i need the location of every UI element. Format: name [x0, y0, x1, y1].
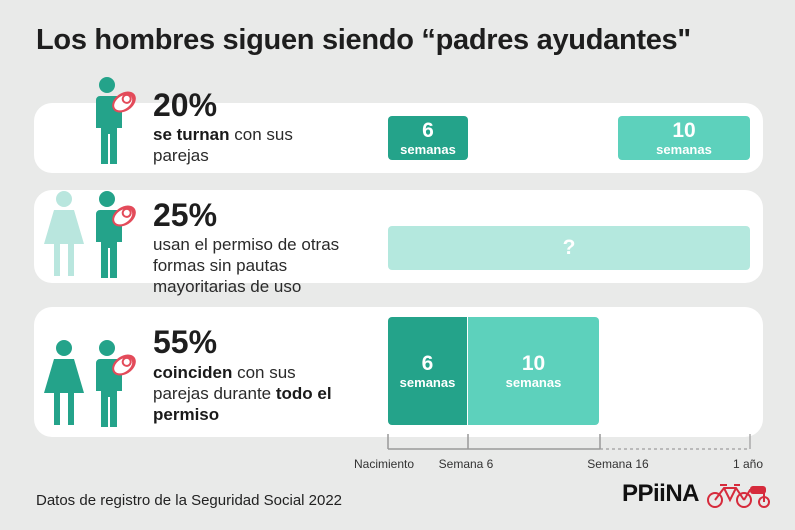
bar-unit: semanas [400, 141, 456, 157]
bar-number: ? [562, 236, 576, 259]
timeline-label-semana-16: Semana 16 [587, 457, 649, 471]
page-title: Los hombres siguen siendo “padres ayudan… [36, 24, 691, 56]
tandem-bike-icon [707, 484, 770, 508]
row-description: coinciden con sus parejas durante todo e… [153, 362, 332, 425]
bar-unit: semanas [399, 374, 456, 390]
bar-number: 10 [521, 351, 546, 375]
bar-number: 6 [422, 118, 434, 142]
percent-label: 20% [153, 87, 218, 123]
bar-number: 6 [421, 351, 434, 375]
row-description: usan el permiso de otras formas sin paut… [153, 234, 339, 297]
row-otras-formas: 25% usan el permiso de otras formas sin … [34, 190, 763, 296]
bar-number: 10 [672, 118, 696, 142]
desc-text: parejas [153, 146, 209, 165]
percent-label: 25% [153, 197, 218, 233]
desc-bold: permiso [153, 405, 220, 424]
desc-text: con sus [229, 125, 293, 144]
timeline-label-semana-6: Semana 6 [438, 457, 494, 471]
woman-icon [44, 340, 84, 425]
desc-text: formas sin pautas [153, 256, 288, 275]
desc-bold: coinciden [153, 363, 233, 382]
man-with-baby-icon [96, 340, 136, 427]
bar-10-weeks: 10 semanas [618, 116, 750, 160]
man-with-baby-icon [96, 77, 136, 164]
bar-6-weeks: 6 semanas [388, 116, 468, 160]
woman-icon [44, 191, 84, 276]
desc-bold: se turnan [153, 125, 230, 144]
bar-unit: semanas [656, 141, 712, 157]
row-description: se turnan con sus parejas [153, 124, 293, 166]
timeline-label-1-ano: 1 año [732, 457, 764, 471]
timeline-label-nacimiento: Nacimiento [353, 457, 415, 471]
bar-unit: semanas [505, 374, 562, 390]
desc-text: mayoritarias de uso [153, 277, 302, 296]
bar-6-weeks: 6 semanas [388, 317, 467, 425]
man-with-baby-icon [96, 191, 136, 278]
source-note: Datos de registro de la Seguridad Social… [36, 492, 343, 509]
desc-bold: todo el [275, 384, 332, 403]
bar-unknown: ? [388, 226, 750, 270]
percent-label: 55% [153, 324, 218, 360]
bar-10-weeks: 10 semanas [468, 317, 599, 425]
ppiina-logo: PPiiNA [622, 480, 700, 507]
row-coinciden: 55% coinciden con sus parejas durante to… [34, 307, 763, 437]
desc-text: usan el permiso de otras [153, 235, 340, 254]
desc-text: parejas durante [153, 384, 276, 403]
row-turnan: 20% se turnan con sus parejas 6 semanas … [34, 77, 763, 173]
desc-text: con sus [232, 363, 296, 382]
